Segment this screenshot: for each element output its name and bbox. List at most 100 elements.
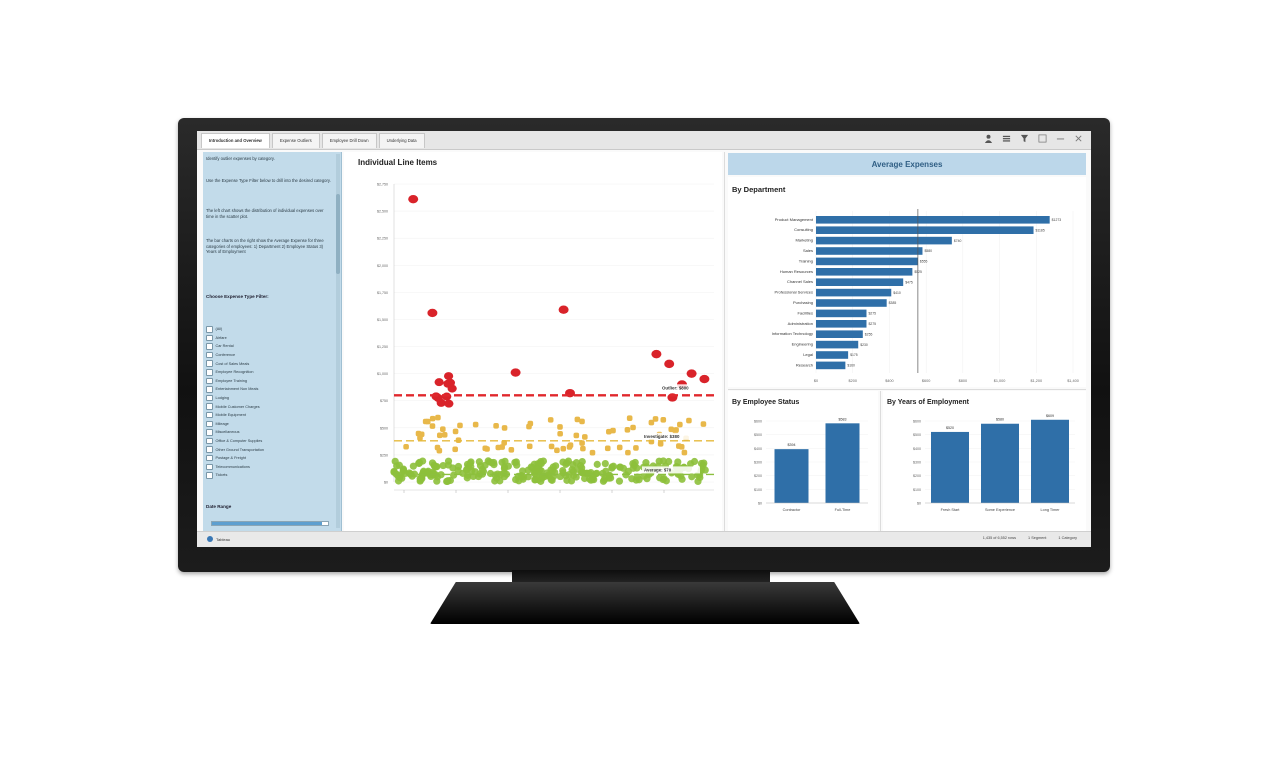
filter-item-label: Employee Training — [215, 378, 247, 383]
scatter-point-high — [444, 399, 454, 408]
filter-checkbox[interactable] — [206, 437, 213, 445]
scatter-point-low — [443, 477, 452, 485]
employee-status-panel: By Employee Status $0 $100 $200 $300 $400 $50… — [728, 391, 878, 531]
scatter-point-low — [408, 472, 416, 480]
scatter-point-high — [686, 369, 697, 378]
filter-checkbox[interactable] — [206, 454, 213, 462]
dashboard-screen: Introduction and Overview Expense Outlie… — [197, 131, 1091, 547]
sidebar-scroll-thumb[interactable] — [336, 194, 340, 274]
filter-item[interactable]: Mobile Equipment — [206, 411, 332, 420]
scatter-point-mid — [526, 423, 532, 430]
status-app-label[interactable]: Tableau — [216, 536, 231, 542]
dept-x-tick: $400 — [885, 379, 893, 383]
dept-x-tick: $0 — [814, 379, 818, 383]
scatter-point-low — [490, 458, 498, 467]
filter-checkbox[interactable] — [206, 403, 213, 410]
scatter-point-low — [409, 462, 417, 470]
scatter-point-low — [537, 460, 545, 468]
filter-checkbox[interactable] — [206, 326, 213, 333]
tab-introduction[interactable]: Introduction and Overview — [201, 133, 270, 148]
user-icon[interactable] — [984, 134, 993, 143]
filter-item[interactable]: Employee Training — [206, 377, 332, 386]
filter-checkbox[interactable] — [206, 411, 213, 419]
bar-y-tick: $200 — [754, 474, 762, 478]
dept-value-label: $255 — [865, 332, 873, 336]
dept-value-label: $275 — [868, 322, 876, 326]
scatter-point-mid — [700, 421, 707, 427]
scatter-point-low — [394, 477, 403, 485]
close-icon[interactable] — [1074, 134, 1083, 143]
filter-item[interactable]: Car Rental — [206, 342, 332, 351]
filter-checkbox[interactable] — [206, 334, 213, 342]
filter-checkbox[interactable] — [206, 472, 213, 479]
scatter-point-low — [478, 465, 487, 474]
scatter-panel: Individual Line Items $0 $250 $500 $750 $1,0… — [344, 152, 722, 531]
scatter-point-low — [444, 461, 453, 469]
filter-checkbox[interactable] — [206, 394, 213, 402]
scatter-point-low — [593, 469, 601, 477]
filter-item[interactable]: (All) — [206, 325, 332, 334]
scatter-point-high — [443, 372, 454, 381]
bar-y-tick: $100 — [754, 488, 762, 492]
filter-item[interactable]: Airfare — [206, 334, 332, 343]
scatter-y-tick: $1,500 — [377, 318, 388, 322]
filter-item[interactable]: Mileage — [206, 420, 332, 429]
filter-checkbox[interactable] — [206, 351, 213, 359]
dept-category-label: Purchasing — [793, 300, 813, 305]
sidebar-scrollbar[interactable] — [336, 154, 340, 528]
tab-expense-outliers[interactable]: Expense Outliers — [271, 133, 320, 148]
scatter-ref-label: Average: $70 — [644, 467, 672, 472]
filter-item-label: Tickets — [215, 473, 228, 478]
dept-value-label: $1185 — [1036, 228, 1045, 232]
filter-item[interactable]: Cost of Sales Meals — [206, 359, 332, 368]
minimize-icon[interactable] — [1038, 134, 1047, 143]
filter-item[interactable]: Office & Computer Supplies — [206, 437, 332, 446]
filter-item-label: Mobile Customer Charges — [215, 404, 260, 409]
filter-item[interactable]: Lodging — [206, 394, 332, 403]
tab-employee-drill-down[interactable]: Employee Drill Down — [321, 133, 377, 148]
filter-item[interactable]: Miscellaneous — [206, 428, 332, 437]
menu-icon[interactable] — [1002, 134, 1011, 143]
scatter-point-high — [699, 374, 710, 384]
filter-item[interactable]: Postage & Freight — [206, 454, 332, 463]
scatter-point-mid — [417, 435, 423, 441]
restore-icon[interactable] — [1056, 134, 1065, 143]
tab-underlying-data[interactable]: Underlying Data — [378, 133, 425, 148]
scatter-point-low — [606, 471, 614, 479]
filter-item[interactable]: Tickets — [206, 471, 332, 480]
scatter-point-low — [659, 475, 667, 484]
filter-item[interactable]: Other Ground Transportation — [206, 445, 332, 454]
scatter-point-low — [484, 457, 492, 465]
filter-checkbox[interactable] — [206, 360, 213, 367]
filter-checkbox[interactable] — [206, 343, 213, 350]
filter-item[interactable]: Entertainment Non Meals — [206, 385, 332, 394]
filter-checkbox[interactable] — [206, 386, 213, 393]
scatter-y-tick: $2,000 — [377, 264, 388, 268]
filter-item[interactable]: Employee Recognition — [206, 368, 332, 377]
scatter-point-mid — [582, 434, 588, 440]
monitor-stand-base — [430, 582, 860, 624]
filter-checkbox[interactable] — [206, 369, 213, 376]
date-range-slider[interactable] — [211, 521, 329, 526]
status-bar: Tableau 1,435 of 6,552 rows 1 Segment 1 … — [197, 531, 1091, 547]
scatter-point-mid — [403, 443, 409, 450]
filter-item-label: Office & Computer Supplies — [215, 439, 263, 444]
filter-icon[interactable] — [1020, 134, 1029, 143]
scatter-point-mid — [633, 445, 639, 451]
panel-divider — [724, 152, 725, 531]
filter-item[interactable]: Telecommunications — [206, 463, 332, 472]
filter-item[interactable]: Conference — [206, 351, 332, 360]
filter-checkbox[interactable] — [206, 420, 213, 428]
dept-bar — [816, 351, 849, 359]
filter-item[interactable]: Mobile Customer Charges — [206, 402, 332, 411]
tab-list: Introduction and Overview Expense Outlie… — [201, 133, 425, 148]
filter-checkbox[interactable] — [206, 463, 213, 471]
scatter-point-low — [462, 466, 471, 474]
scatter-point-mid — [580, 445, 586, 452]
scatter-point-mid — [676, 443, 682, 449]
scatter-point-mid — [589, 449, 596, 456]
scatter-point-low — [674, 458, 682, 466]
filter-checkbox[interactable] — [206, 377, 213, 385]
filter-checkbox[interactable] — [206, 429, 213, 436]
filter-checkbox[interactable] — [206, 446, 213, 453]
